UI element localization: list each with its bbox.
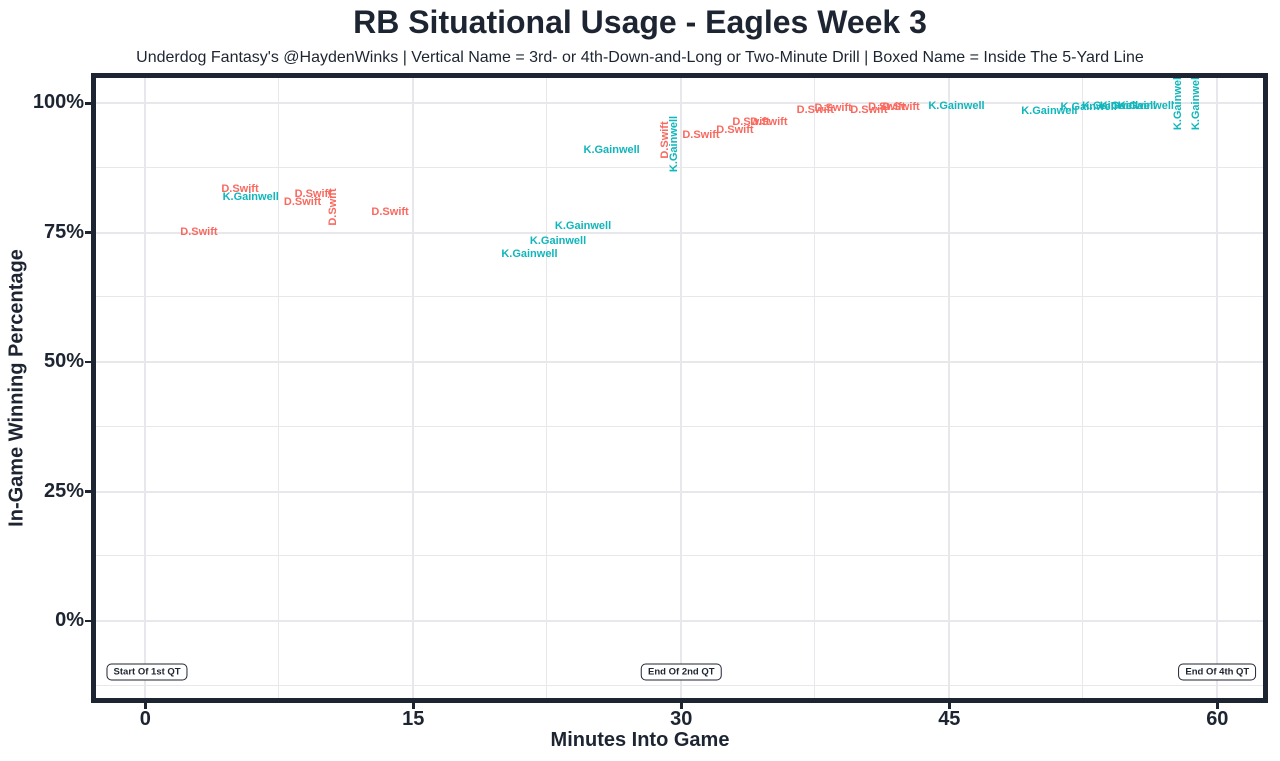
y-tick-label: 50%	[43, 350, 84, 373]
gridline-y-major	[96, 361, 1263, 364]
point-label: D.Swift	[814, 102, 852, 115]
point-label: K.Gainwell	[1117, 100, 1174, 113]
point-label: K.Gainwell	[928, 99, 985, 112]
gridline-y-major	[96, 490, 1263, 493]
x-axis-title: Minutes Into Game	[550, 729, 730, 751]
x-tick-label: 60	[1206, 708, 1229, 730]
y-tick-mark	[85, 231, 91, 234]
gridline-x-major	[948, 78, 951, 698]
point-label: K.Gainwell	[554, 219, 612, 232]
y-tick-mark	[85, 360, 91, 364]
point-label: D.Swift	[180, 225, 218, 238]
plot-panel: D.Swift D.Swift D.Swift D.Swift D.Swift D.Swi…	[91, 73, 1268, 703]
gridline-y-major	[96, 620, 1263, 622]
x-tick-mark	[412, 703, 415, 709]
point-label: D.Swift	[294, 188, 332, 201]
y-tick-label: 25%	[43, 479, 84, 502]
point-label: K.Gainwell	[1099, 100, 1157, 113]
gridline-y-major	[96, 231, 1263, 234]
gridline-y-minor	[96, 684, 1263, 686]
y-tick-mark	[85, 619, 91, 623]
point-label: D.Swift	[850, 104, 888, 117]
gridline-x-major	[412, 78, 415, 698]
x-tick-label: 30	[670, 708, 693, 730]
chart-title: RB Situational Usage - Eagles Week 3	[353, 4, 927, 40]
y-axis-title: In-Game Winning Percentage	[5, 249, 28, 527]
gridline-x-minor	[546, 78, 548, 698]
y-tick-label: 0%	[55, 609, 84, 631]
point-label: K.Gainwell	[583, 143, 640, 156]
point-label: D.Swift	[371, 206, 409, 219]
gridline-x-major	[144, 78, 147, 698]
x-tick-label: 45	[938, 708, 961, 730]
point-label: D.Swift	[682, 128, 720, 141]
point-label: D.Swift	[326, 188, 339, 226]
point-label: D.Swift	[283, 195, 322, 208]
point-label: K.Gainwell	[222, 191, 279, 203]
annotation-box: Start Of 1st QT	[106, 663, 188, 681]
x-tick-label: 0	[139, 708, 151, 730]
x-tick-label: 15	[402, 708, 425, 730]
gridline-y-minor	[96, 425, 1263, 427]
plot-area: D.Swift D.Swift D.Swift D.Swift D.Swift D.Swi…	[96, 78, 1263, 698]
annotation-box: End Of 2nd QT	[641, 663, 722, 681]
gridline-x-minor	[814, 78, 816, 698]
y-tick-label: 100%	[32, 91, 84, 114]
point-label: D.Swift	[750, 115, 788, 128]
x-tick-mark	[680, 703, 683, 709]
point-label: D.Swift	[868, 100, 906, 113]
y-tick-label: 75%	[43, 220, 84, 243]
x-tick-mark	[1216, 703, 1219, 709]
point-label: D.Swift	[796, 104, 834, 117]
gridline-x-major	[680, 78, 683, 698]
gridline-x-minor	[278, 78, 280, 698]
point-label: K.Gainwell	[1081, 100, 1139, 113]
y-tick-mark	[85, 102, 91, 105]
gridline-y-major	[96, 102, 1263, 105]
x-tick-mark	[948, 703, 951, 709]
annotation-box: End Of 4th QT	[1178, 663, 1257, 681]
point-label: D.Swift	[732, 115, 770, 128]
point-label: K.Gainwell	[529, 235, 587, 247]
point-label: K.Gainwell	[1060, 101, 1117, 114]
gridline-y-minor	[96, 167, 1263, 168]
point-label: K.Gainwell	[1172, 78, 1184, 130]
point-label: K.Gainwell	[1189, 78, 1202, 130]
gridline-y-minor	[96, 296, 1263, 298]
point-label: D.Swift	[882, 100, 920, 113]
gridline-x-minor	[1082, 78, 1084, 698]
chart-subtitle: Underdog Fantasy's @HaydenWinks | Vertic…	[136, 49, 1144, 66]
point-label: D.Swift	[221, 182, 259, 195]
point-label: K.Gainwell	[501, 247, 558, 260]
point-label: K.Gainwell	[1021, 105, 1078, 118]
gridline-y-minor	[96, 555, 1263, 557]
y-tick-mark	[85, 490, 91, 493]
x-tick-mark	[144, 703, 147, 709]
point-label: K.Gainwell	[668, 115, 681, 172]
gridline-x-major	[1216, 78, 1219, 698]
point-label: D.Swift	[716, 124, 754, 137]
